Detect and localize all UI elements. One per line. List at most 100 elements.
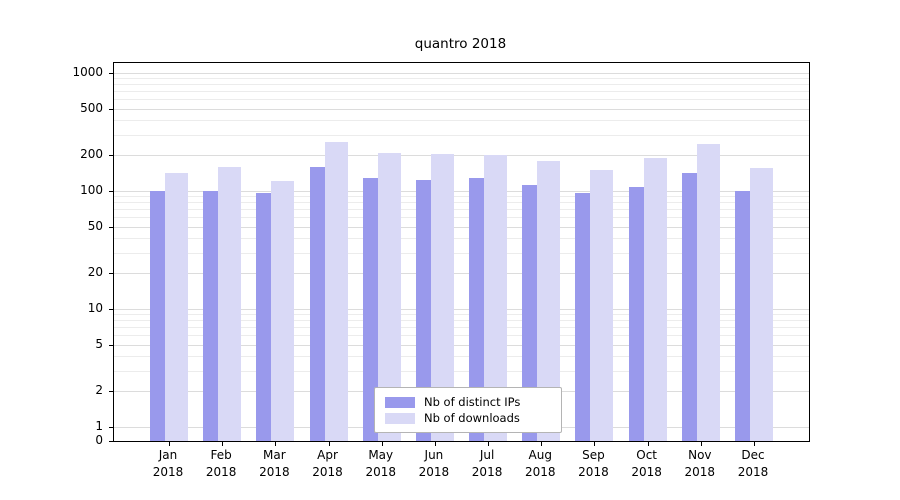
y-tick-mark xyxy=(109,108,114,110)
x-tick-month: Jun xyxy=(424,448,444,462)
x-tick-label: Apr 2018 xyxy=(296,447,360,481)
gridline-minor xyxy=(114,320,809,322)
y-tick-mark xyxy=(109,441,114,442)
x-tick-year: 2018 xyxy=(524,465,556,479)
y-tick-label: 2 xyxy=(95,383,103,398)
x-tick-year: 2018 xyxy=(152,465,184,479)
x-tick-label: May 2018 xyxy=(349,447,413,481)
downloads-bar xyxy=(430,154,454,441)
x-tick-label: Oct 2018 xyxy=(615,447,679,481)
y-tick-mark xyxy=(109,344,114,346)
x-tick-label: Jun 2018 xyxy=(402,447,466,481)
downloads-bar xyxy=(218,166,242,441)
x-tick-year: 2018 xyxy=(737,465,769,479)
x-tick-month: Feb xyxy=(210,448,232,462)
y-tick-mark xyxy=(109,427,114,428)
x-tick-year: 2018 xyxy=(365,465,396,479)
x-tick-month: Aug xyxy=(528,448,552,462)
gridline-minor xyxy=(114,355,809,357)
x-tick-year: 2018 xyxy=(418,465,450,479)
x-tick-year: 2018 xyxy=(205,465,237,479)
gridline-minor xyxy=(114,370,809,372)
gridline-minor xyxy=(114,237,809,239)
gridline-minor xyxy=(114,252,809,254)
gridline-minor xyxy=(114,134,809,136)
downloads-bar xyxy=(537,160,561,441)
downloads-bar xyxy=(643,158,667,441)
gridline-minor xyxy=(114,78,809,80)
downloads-bar xyxy=(377,152,401,441)
y-tick-label: 50 xyxy=(87,218,103,233)
x-tick-year: 2018 xyxy=(312,465,343,479)
gridline-minor xyxy=(114,119,809,121)
legend-swatch-downloads xyxy=(385,412,415,424)
gridline-minor xyxy=(114,196,809,198)
x-tick-mark xyxy=(700,441,702,446)
x-tick-month: Nov xyxy=(688,448,712,462)
gridline-major xyxy=(114,191,809,192)
x-tick-mark xyxy=(434,441,436,446)
chart-title: quantro 2018 xyxy=(414,36,507,52)
x-tick-label: Jan 2018 xyxy=(136,447,200,481)
gridline-minor xyxy=(114,209,809,211)
x-tick-mark xyxy=(647,441,649,446)
y-tick-mark xyxy=(109,155,114,157)
y-tick-label: 1000 xyxy=(72,65,103,79)
downloads-bar xyxy=(324,141,348,441)
gridline-major xyxy=(114,155,809,157)
gridline-minor xyxy=(114,84,809,86)
gridline-major xyxy=(114,108,809,110)
x-tick-mark xyxy=(381,441,383,446)
gridline-minor xyxy=(114,335,809,337)
y-tick-label: 500 xyxy=(80,100,103,115)
y-tick-mark xyxy=(109,191,114,192)
x-tick-month: Oct xyxy=(636,448,657,462)
y-tick-label: 20 xyxy=(87,265,103,280)
y-tick-mark xyxy=(109,226,114,228)
x-tick-mark xyxy=(328,441,330,446)
y-tick-label: 200 xyxy=(80,147,103,162)
x-tick-label: Aug 2018 xyxy=(508,447,572,481)
y-tick-label: 10 xyxy=(87,301,103,315)
gridline-minor xyxy=(114,202,809,204)
gridline-major xyxy=(114,73,809,74)
y-tick-label: 100 xyxy=(80,183,103,197)
y-tick-label: 1 xyxy=(95,419,103,433)
y-tick-mark xyxy=(109,309,114,310)
legend-row-ips: Nb of distinct IPs xyxy=(385,394,551,410)
x-tick-label: Jul 2018 xyxy=(455,447,519,481)
y-tick-mark xyxy=(109,391,114,393)
x-tick-mark xyxy=(275,441,277,446)
downloads-bar xyxy=(484,155,508,441)
legend-label-downloads: Nb of downloads xyxy=(424,411,520,425)
x-tick-year: 2018 xyxy=(684,465,716,479)
legend: Nb of distinct IPs Nb of downloads xyxy=(374,387,562,433)
x-tick-label: Feb 2018 xyxy=(189,447,253,481)
legend-label-distinct-ips: Nb of distinct IPs xyxy=(424,395,521,409)
x-tick-month: Jul xyxy=(479,448,495,462)
gridline-minor xyxy=(114,91,809,93)
downloads-bar xyxy=(696,144,720,441)
x-tick-month: May xyxy=(368,448,394,462)
x-tick-label: Nov 2018 xyxy=(668,447,732,481)
gridline-major xyxy=(114,226,809,228)
y-tick-label: 5 xyxy=(95,336,103,351)
x-tick-year: 2018 xyxy=(631,465,662,479)
x-tick-mark xyxy=(488,441,490,446)
y-tick-mark xyxy=(109,273,114,275)
gridline-major xyxy=(114,344,809,346)
x-tick-mark xyxy=(169,441,170,446)
x-tick-month: Apr xyxy=(317,448,338,462)
gridline-minor xyxy=(114,99,809,101)
gridline-major xyxy=(114,309,809,310)
gridline-minor xyxy=(114,327,809,329)
gridline-minor xyxy=(114,314,809,316)
downloads-bar xyxy=(590,170,614,441)
x-tick-mark xyxy=(594,441,596,446)
y-tick-mark xyxy=(109,73,114,74)
x-tick-mark xyxy=(222,441,224,446)
x-tick-label: Dec 2018 xyxy=(721,447,785,481)
x-tick-month: Sep xyxy=(582,448,605,462)
x-tick-mark xyxy=(541,441,543,446)
